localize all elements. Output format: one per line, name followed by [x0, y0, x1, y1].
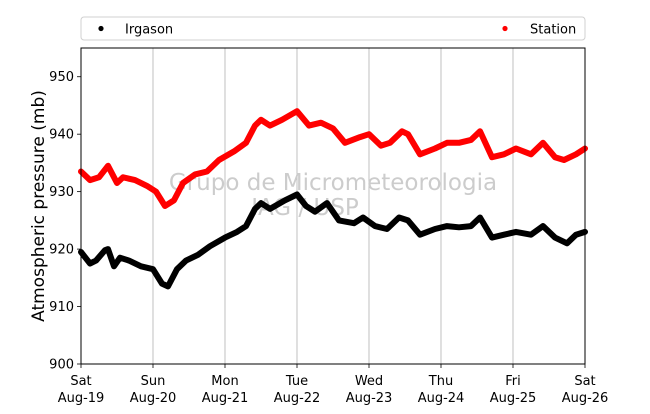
legend: Irgason Station — [80, 16, 586, 41]
x-tick-label-day: Tue — [285, 374, 308, 389]
x-tick-label-date: Aug-21 — [202, 391, 249, 406]
x-tick-label-day: Fri — [505, 374, 521, 389]
x-tick-label-date: Aug-19 — [58, 391, 105, 406]
x-tick-label-day: Mon — [211, 374, 238, 389]
legend-frame — [80, 16, 586, 41]
x-axis: Sat Aug-19 Sun Aug-20 Mon Aug-21 Tue Aug-22 Wed A… — [58, 364, 609, 406]
x-tick-label-date: Aug-23 — [346, 391, 393, 406]
x-tick-label-day: Wed — [355, 374, 383, 389]
legend-marker-station — [502, 25, 508, 32]
series-layer — [78, 108, 588, 290]
x-tick-label-day: Sat — [70, 374, 91, 389]
y-tick-label: 940 — [49, 128, 74, 143]
x-tick-label-day: Sun — [141, 374, 166, 389]
legend-label-station: Station — [530, 23, 576, 38]
series-irgason — [78, 191, 588, 290]
y-tick-label: 900 — [49, 358, 74, 373]
y-tick-label: 930 — [49, 185, 74, 200]
x-tick-label-date: Aug-25 — [490, 391, 537, 406]
series-line-irgason — [78, 191, 588, 290]
y-tick-label: 920 — [49, 243, 74, 258]
y-tick-label: 910 — [49, 300, 74, 315]
x-tick-label-day: Sat — [574, 374, 595, 389]
y-axis: 900 910 920 930 940 950 — [49, 70, 81, 373]
series-station — [78, 108, 588, 209]
x-tick-label-date: Aug-24 — [418, 391, 465, 406]
series-line-station — [78, 108, 588, 209]
watermark-line-1: Grupo de Micrometeorologia — [169, 170, 497, 196]
x-tick-label-date: Aug-22 — [274, 391, 321, 406]
legend-marker-irgason — [98, 25, 104, 32]
y-tick-label: 950 — [49, 70, 74, 85]
x-tick-label-date: Aug-26 — [562, 391, 609, 406]
x-tick-label-date: Aug-20 — [130, 391, 177, 406]
x-tick-label-day: Thu — [428, 374, 453, 389]
legend-label-irgason: Irgason — [125, 23, 173, 38]
y-axis-label: Atmospheric pressure (mb) — [29, 90, 49, 322]
grid — [152, 48, 514, 364]
plot-frame — [80, 47, 586, 365]
